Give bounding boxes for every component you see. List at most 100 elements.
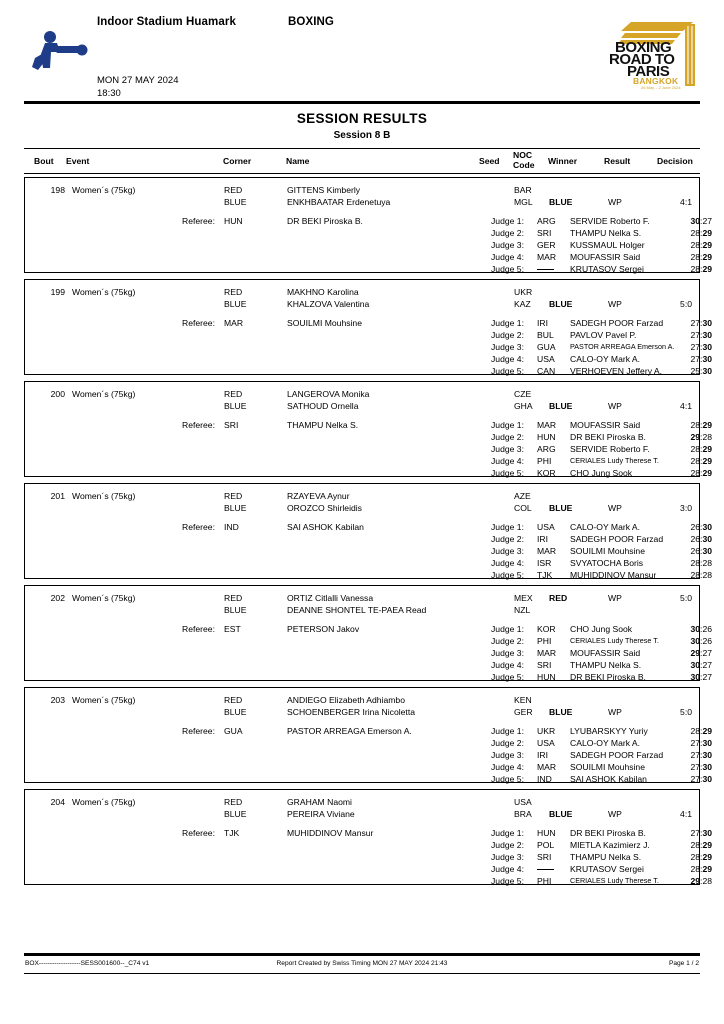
referee-noc: IND <box>224 522 239 532</box>
svg-text:ROAD TO: ROAD TO <box>609 51 675 68</box>
judge-noc <box>537 864 563 874</box>
sport-name: BOXING <box>288 16 334 28</box>
judge-label: Judge 5: <box>491 876 524 887</box>
boxer-name-blue: SCHOENBERGER Irina Nicoletta <box>287 707 415 717</box>
result-code: WP <box>608 707 622 717</box>
judge-score: 28:29 <box>675 228 712 238</box>
judge-noc: PHI <box>537 636 552 647</box>
judge-score: 30:27 <box>675 672 712 682</box>
bout-event: Women´s (75kg) <box>72 797 136 807</box>
judge-score: 28:28 <box>675 570 712 580</box>
event-logo: BOXING ROAD TO PARIS BANGKOK 26 May – 2 … <box>601 20 699 90</box>
judge-label: Judge 2: <box>491 636 524 647</box>
judge-score-blue: 30 <box>702 738 712 749</box>
judge-name: LYUBARSKYY Yuriy <box>570 726 648 736</box>
result-code: WP <box>608 593 622 603</box>
judge-score-blue: 30 <box>702 534 712 545</box>
svg-text:BOXING: BOXING <box>615 39 671 56</box>
session-date: MON 27 MAY 2024 <box>97 75 179 86</box>
judge-score: 25:30 <box>675 366 712 376</box>
referee-noc: SRI <box>224 420 239 430</box>
corner-red-label: RED <box>224 695 243 705</box>
bout-event: Women´s (75kg) <box>72 491 136 501</box>
noc-code-blue: KAZ <box>514 299 531 309</box>
judge-score-separator: : <box>700 522 703 532</box>
column-header-seed: Seed <box>479 156 500 166</box>
judge-noc: HUN <box>537 828 556 838</box>
judge-score: 28:29 <box>675 264 712 274</box>
bout-row: 202 Women´s (75kg) RED BLUE ORTIZ Citlalli V… <box>24 585 712 683</box>
judge-score-red: 28 <box>690 864 701 875</box>
referee-name: DR BEKI Piroska B. <box>287 216 363 226</box>
judge-score-red: 27 <box>690 342 701 353</box>
judge-score: 28:29 <box>675 240 712 250</box>
judge-score-red: 29 <box>690 876 701 887</box>
judge-score-blue: 26 <box>702 636 712 647</box>
judge-score-separator: : <box>700 660 703 671</box>
judge-score-red: 28 <box>690 570 701 581</box>
bout-number: 201 <box>50 491 65 501</box>
referee-name: PETERSON Jakov <box>287 624 360 634</box>
bout-number: 200 <box>50 389 65 399</box>
svg-text:26 May – 2 June 2024: 26 May – 2 June 2024 <box>641 85 681 90</box>
judge-score-blue: 29 <box>702 726 712 736</box>
judge-noc: UKR <box>537 726 556 736</box>
judge-name: DR BEKI Piroska B. <box>570 432 646 443</box>
referee-label: Referee: <box>182 216 215 226</box>
judge-score: 30:27 <box>675 660 712 670</box>
judge-score-blue: 28 <box>702 558 712 569</box>
judge-score: 28:29 <box>675 852 712 862</box>
judge-score-separator: : <box>700 852 703 863</box>
judge-score-red: 26 <box>690 522 701 532</box>
judge-score: 26:30 <box>675 522 712 532</box>
judge-score-red: 27 <box>690 318 701 328</box>
judge-noc: BUL <box>537 330 554 341</box>
referee-noc: EST <box>224 624 241 634</box>
judge-score: 28:29 <box>675 864 712 874</box>
judge-name: CALO-OY Mark A. <box>570 354 641 365</box>
corner-red-label: RED <box>224 185 243 195</box>
judge-score-red: 30 <box>690 672 701 683</box>
bout-number: 202 <box>50 593 65 603</box>
judge-score-red: 27 <box>690 750 701 761</box>
corner-red-label: RED <box>224 797 243 807</box>
judge-noc: CAN <box>537 366 556 377</box>
referee-name: THAMPU Nelka S. <box>287 420 359 430</box>
judge-noc: MAR <box>537 762 557 773</box>
judge-score-separator: : <box>700 876 703 887</box>
judge-score: 29:28 <box>675 432 712 442</box>
judge-label: Judge 5: <box>491 774 524 785</box>
judge-name: DR BEKI Piroska B. <box>570 828 646 838</box>
judge-score: 28:29 <box>675 840 712 850</box>
judge-score-separator: : <box>700 318 703 328</box>
judge-score-red: 28 <box>690 240 701 251</box>
column-header-decision: Decision <box>657 156 693 166</box>
judge-score-red: 28 <box>690 558 701 569</box>
judge-score-blue: 27 <box>702 660 712 671</box>
judge-score-red: 28 <box>690 726 701 736</box>
judge-score: 29:27 <box>675 648 712 658</box>
bout-event: Women´s (75kg) <box>72 593 136 603</box>
decision-count: 4:1 <box>680 401 692 411</box>
boxer-name-blue: DEANNE SHONTEL TE-PAEA Read <box>287 605 427 615</box>
judge-score-blue: 27 <box>702 216 712 226</box>
judge-noc: PHI <box>537 456 552 467</box>
bout-row: 199 Women´s (75kg) RED BLUE MAKHNO Karolina K… <box>24 279 712 377</box>
judge-score-blue: 30 <box>702 354 712 365</box>
judge-score-red: 27 <box>690 774 701 785</box>
judge-score: 27:30 <box>675 828 712 838</box>
corner-blue-label: BLUE <box>224 299 247 309</box>
judge-label: Judge 5: <box>491 672 524 683</box>
noc-code-blue: COL <box>514 503 532 513</box>
decision-count: 5:0 <box>680 593 692 603</box>
judge-name: PASTOR ARREAGA Emerson A. <box>570 342 675 352</box>
judge-label: Judge 4: <box>491 456 524 467</box>
result-code: WP <box>608 503 622 513</box>
judge-score: 28:29 <box>675 468 712 478</box>
judge-score-blue: 29 <box>702 456 712 467</box>
boxer-name-blue: SATHOUD Ornella <box>287 401 359 411</box>
judge-score-red: 28 <box>690 420 701 430</box>
judge-name: SADEGH POOR Farzad <box>570 534 664 545</box>
judge-score-red: 26 <box>690 546 701 557</box>
judge-score-blue: 30 <box>702 330 712 341</box>
